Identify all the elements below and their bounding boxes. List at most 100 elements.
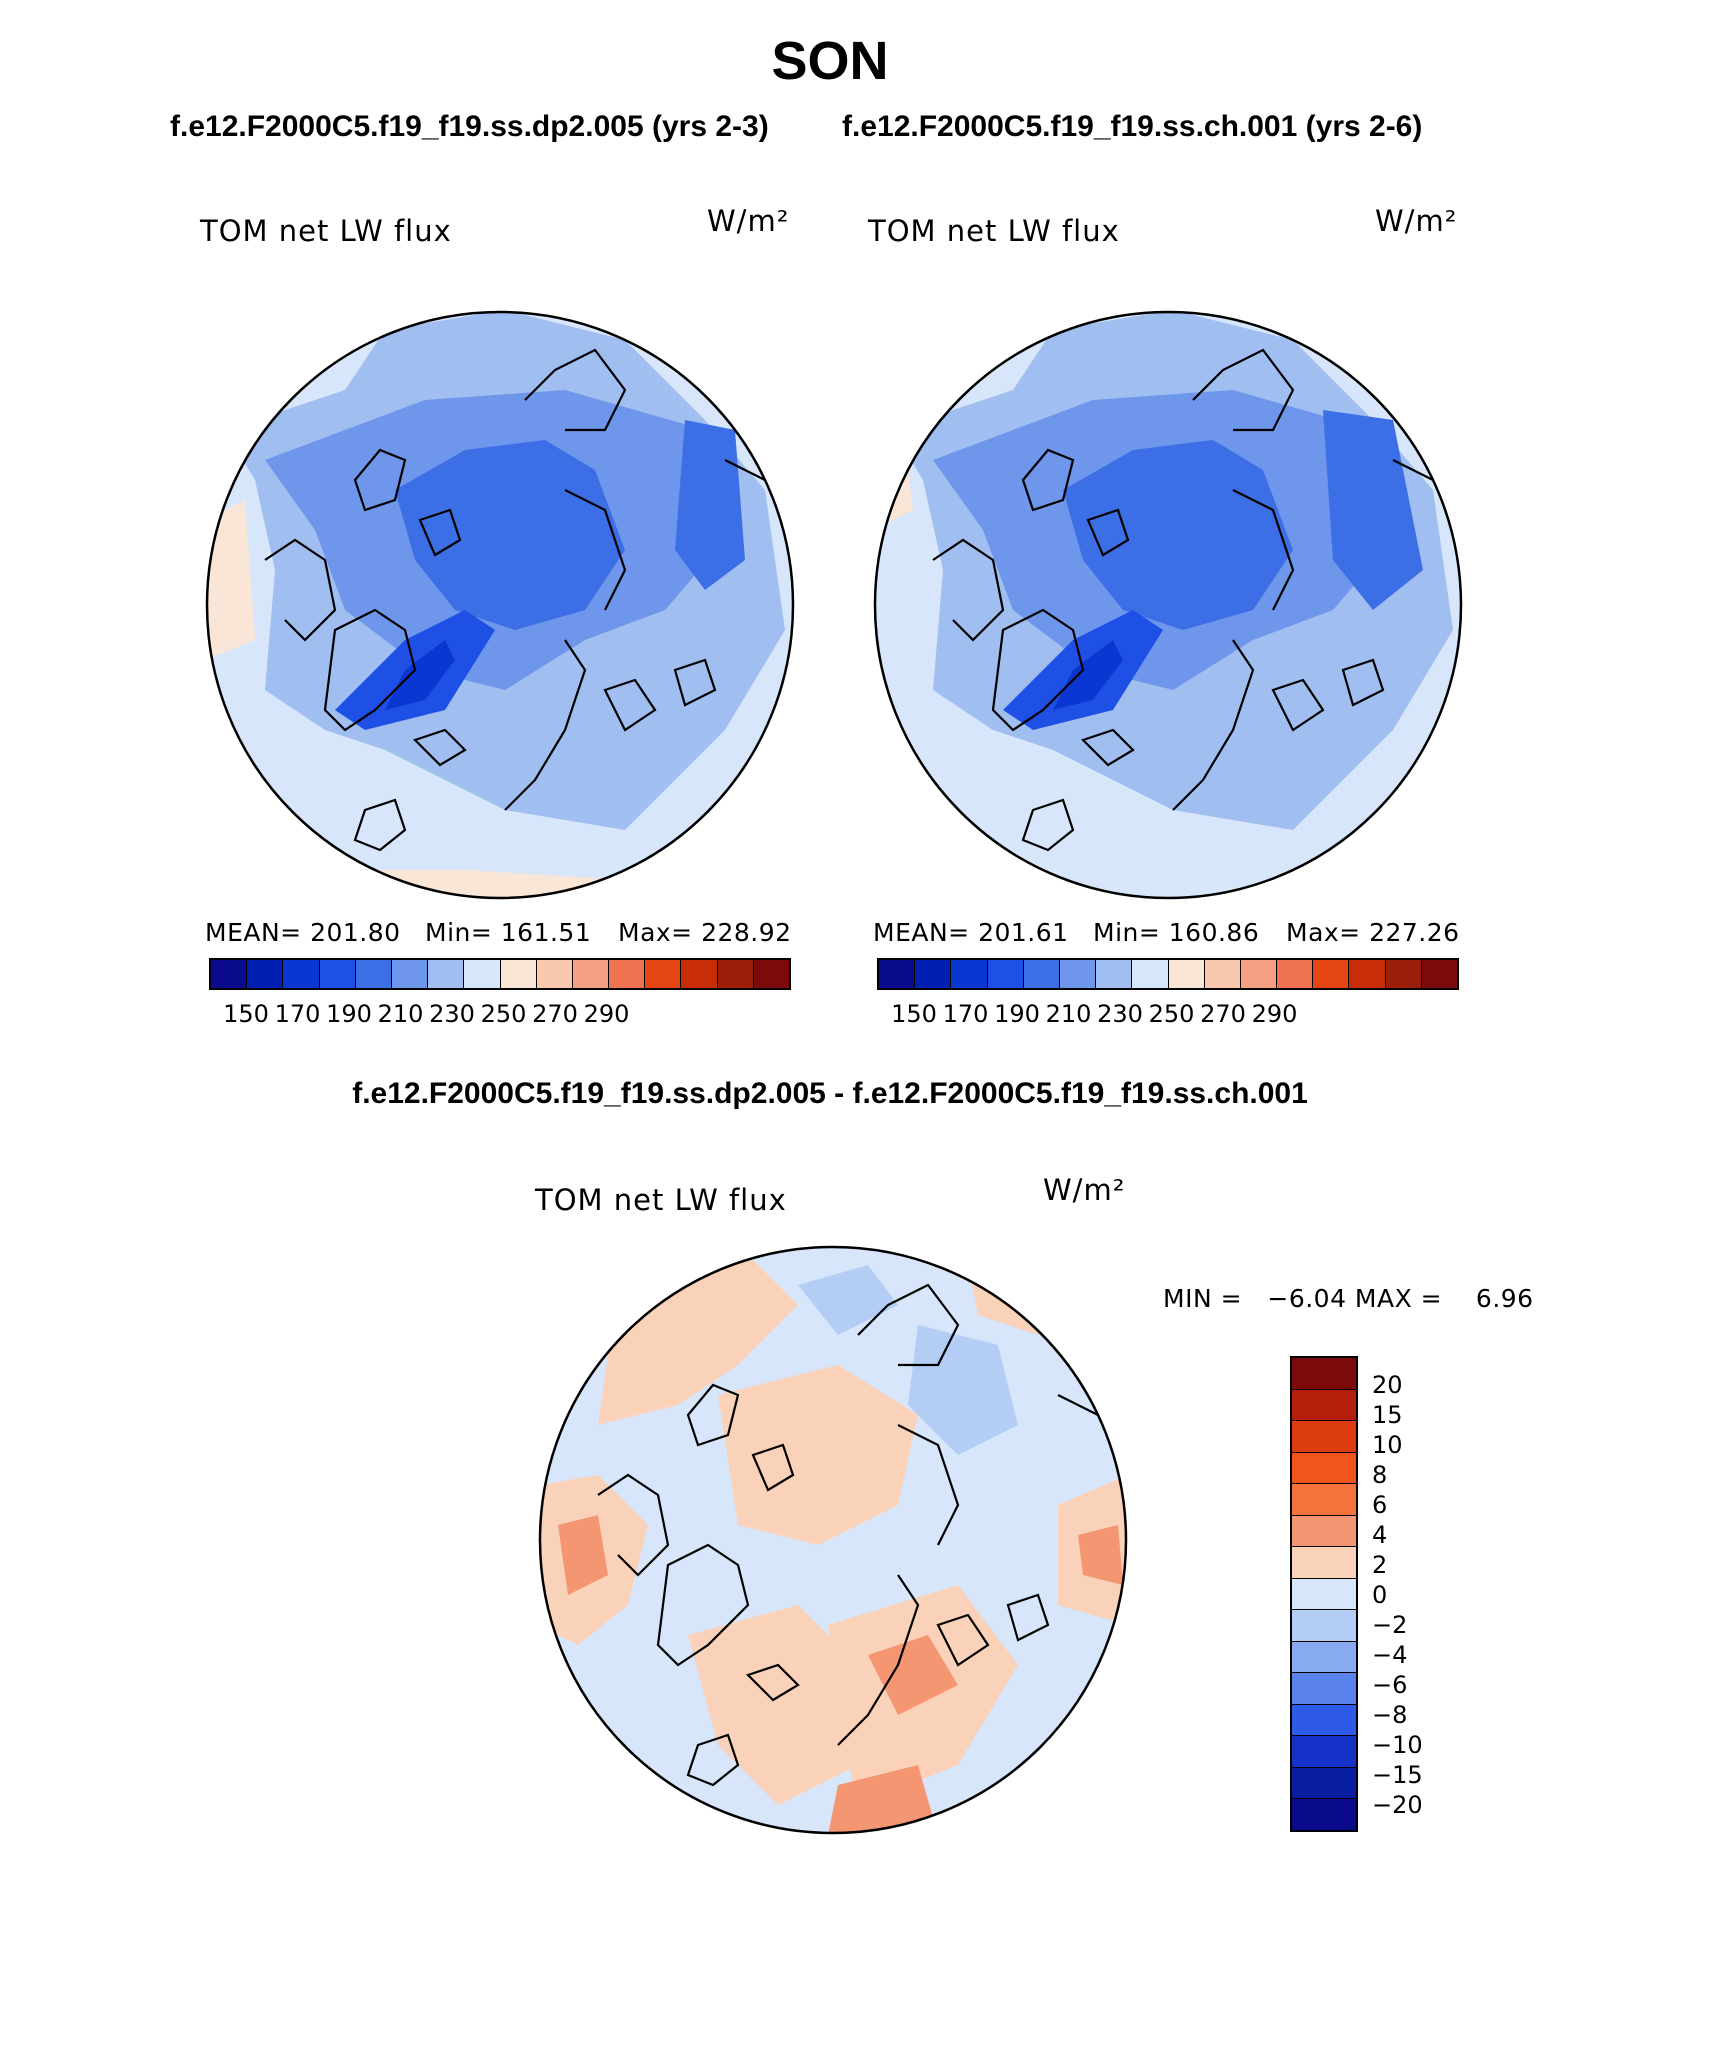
colorbar-tick-label: 150 xyxy=(223,1000,269,1028)
colorbar-tick-label: 290 xyxy=(583,1000,630,1028)
colorbar-swatch xyxy=(1277,960,1314,988)
colorbar-swatch xyxy=(1204,960,1241,988)
difference-polar-map xyxy=(538,1245,1128,1835)
colorbar-tick-label: 10 xyxy=(1372,1431,1403,1459)
colorbar-swatch xyxy=(717,960,754,988)
colorbar-swatch xyxy=(464,960,501,988)
colorbar-tick-label: 6 xyxy=(1372,1491,1388,1519)
colorbar-tick-label: 150 xyxy=(891,1000,937,1028)
colorbar-tick-label: 270 xyxy=(1200,1000,1246,1028)
colorbar-swatch xyxy=(1292,1452,1356,1485)
colorbar-swatch xyxy=(681,960,718,988)
colorbar-tick-label: −4 xyxy=(1372,1641,1408,1669)
panel1-min: Min= 161.51 xyxy=(425,918,592,947)
panel2-unit-label: W/m² xyxy=(1375,204,1458,238)
colorbar-tick-label: −20 xyxy=(1372,1791,1423,1819)
panel1-mean: MEAN= 201.80 xyxy=(205,918,401,947)
panel2-variable-label: TOM net LW flux xyxy=(868,214,1120,248)
colorbar-swatch xyxy=(536,960,573,988)
colorbar-tick-label: 2 xyxy=(1372,1551,1388,1579)
colorbar-tick-label: 190 xyxy=(326,1000,372,1028)
colorbar-tick-label: −10 xyxy=(1372,1731,1423,1759)
colorbar-swatch xyxy=(1292,1641,1356,1674)
colorbar-swatch xyxy=(645,960,682,988)
page-title: SON xyxy=(771,31,889,91)
colorbar-tick-label: 4 xyxy=(1372,1521,1388,1549)
colorbar-swatch xyxy=(572,960,610,988)
colorbar-swatch xyxy=(247,960,284,988)
colorbar-tick-label: −2 xyxy=(1372,1611,1408,1639)
colorbar-tick-label: −15 xyxy=(1372,1761,1423,1789)
colorbar-swatch xyxy=(500,960,537,988)
colorbar-swatch xyxy=(1292,1421,1356,1453)
colorbar-swatch xyxy=(1292,1673,1356,1705)
difference-title: f.e12.F2000C5.f19_f19.ss.dp2.005 - f.e12… xyxy=(352,1077,1308,1110)
colorbar-swatch xyxy=(879,960,916,988)
colorbar-swatch xyxy=(1349,960,1386,988)
diff-unit-label: W/m² xyxy=(1043,1173,1126,1207)
colorbar-swatch xyxy=(1292,1736,1356,1768)
colorbar-swatch xyxy=(211,960,248,988)
colorbar-swatch xyxy=(1023,960,1060,988)
colorbar-swatch xyxy=(1292,1547,1356,1579)
colorbar-swatch xyxy=(355,960,392,988)
colorbar-swatch xyxy=(1059,960,1097,988)
colorbar-swatch xyxy=(1313,960,1350,988)
colorbar-tick-label: 250 xyxy=(1148,1000,1195,1028)
colorbar-tick-label: 170 xyxy=(942,1000,989,1028)
diff-min-max: MIN = −6.04 MAX = 6.96 xyxy=(1163,1284,1534,1313)
colorbar-swatch xyxy=(915,960,952,988)
panel1-variable-label: TOM net LW flux xyxy=(200,214,452,248)
colorbar-swatch xyxy=(987,960,1024,988)
colorbar-swatch xyxy=(1292,1578,1356,1611)
colorbar-swatch xyxy=(609,960,646,988)
colorbar-swatch xyxy=(428,960,465,988)
colorbar-tick-label: −8 xyxy=(1372,1701,1408,1729)
panel1-colorbar xyxy=(209,958,791,990)
colorbar-swatch xyxy=(1292,1515,1356,1548)
panel2-polar-map xyxy=(873,310,1463,900)
panel2-mean: MEAN= 201.61 xyxy=(873,918,1069,947)
colorbar-tick-label: 170 xyxy=(274,1000,321,1028)
diff-variable-label: TOM net LW flux xyxy=(535,1183,787,1217)
colorbar-swatch xyxy=(391,960,429,988)
colorbar-tick-label: 0 xyxy=(1372,1581,1388,1609)
colorbar-tick-label: 230 xyxy=(429,1000,475,1028)
colorbar-swatch xyxy=(1292,1358,1356,1390)
colorbar-tick-label: 210 xyxy=(377,1000,424,1028)
panel1-unit-label: W/m² xyxy=(707,204,790,238)
panel2-colorbar xyxy=(877,958,1459,990)
colorbar-swatch xyxy=(1421,960,1457,988)
panel2-max: Max= 227.26 xyxy=(1286,918,1460,947)
colorbar-swatch xyxy=(1132,960,1169,988)
colorbar-swatch xyxy=(1240,960,1278,988)
panel1-polar-map xyxy=(205,310,795,900)
diff-colorbar xyxy=(1290,1356,1358,1832)
colorbar-swatch xyxy=(1096,960,1133,988)
colorbar-swatch xyxy=(1292,1767,1356,1800)
colorbar-tick-label: 8 xyxy=(1372,1461,1388,1489)
colorbar-tick-label: 190 xyxy=(994,1000,1040,1028)
colorbar-swatch xyxy=(319,960,356,988)
colorbar-swatch xyxy=(1292,1484,1356,1516)
colorbar-swatch xyxy=(1292,1799,1356,1830)
colorbar-swatch xyxy=(1292,1610,1356,1642)
colorbar-swatch xyxy=(283,960,320,988)
colorbar-tick-label: −6 xyxy=(1372,1671,1408,1699)
colorbar-swatch xyxy=(753,960,789,988)
colorbar-tick-label: 290 xyxy=(1251,1000,1298,1028)
colorbar-tick-label: 210 xyxy=(1045,1000,1092,1028)
case2-title: f.e12.F2000C5.f19_f19.ss.ch.001 (yrs 2-6… xyxy=(842,110,1423,143)
panel2-min: Min= 160.86 xyxy=(1093,918,1260,947)
colorbar-swatch xyxy=(1385,960,1422,988)
colorbar-tick-label: 250 xyxy=(480,1000,527,1028)
colorbar-swatch xyxy=(1168,960,1205,988)
colorbar-swatch xyxy=(951,960,988,988)
colorbar-tick-label: 270 xyxy=(532,1000,578,1028)
colorbar-tick-label: 15 xyxy=(1372,1401,1403,1429)
colorbar-swatch xyxy=(1292,1704,1356,1737)
panel1-max: Max= 228.92 xyxy=(618,918,792,947)
colorbar-tick-label: 20 xyxy=(1372,1371,1403,1399)
colorbar-swatch xyxy=(1292,1389,1356,1422)
colorbar-tick-label: 230 xyxy=(1097,1000,1143,1028)
